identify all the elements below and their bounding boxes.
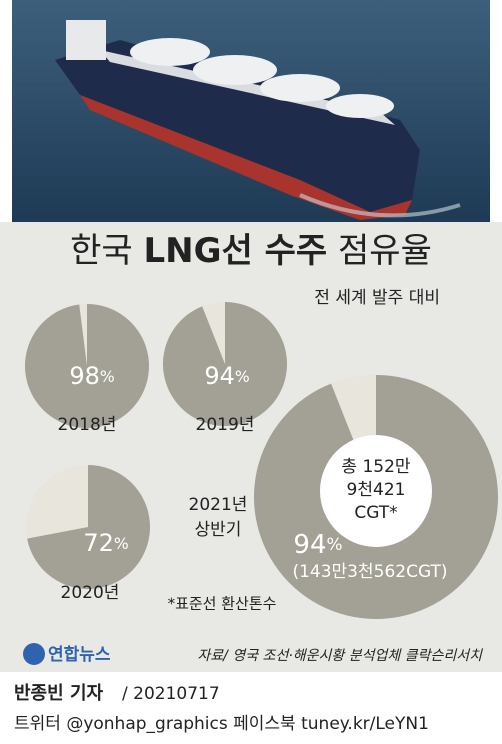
pie-label: 2018년 bbox=[58, 415, 117, 435]
footnote: *표준선 환산톤수 bbox=[168, 595, 277, 613]
logo: 연합뉴스 bbox=[48, 644, 111, 665]
ship-photo bbox=[12, 0, 490, 222]
charts: 98% 2018년 94% 2019년 72% 2020년 총 152만 9천421 CGT* 9… bbox=[24, 302, 498, 619]
pie-label: 상반기 bbox=[195, 520, 242, 540]
center-label: 9천421 bbox=[347, 480, 406, 500]
value-label: 94% bbox=[293, 530, 342, 560]
detail-label: (143만3천562CGT) bbox=[292, 562, 447, 582]
subtitle: 전 세계 발주 대비 bbox=[314, 288, 440, 308]
logo-icon bbox=[23, 643, 45, 665]
center-circle bbox=[320, 435, 432, 547]
pie-slice bbox=[24, 304, 149, 429]
center-label: 총 152만 bbox=[341, 457, 410, 477]
pie-slice bbox=[27, 465, 150, 590]
source: 자료/ 영국 조선·해운시황 분석업체 클락슨리서치 bbox=[197, 648, 483, 664]
pie-slice bbox=[163, 302, 288, 426]
value-label: 98% bbox=[69, 362, 114, 390]
center-label: CGT* bbox=[354, 503, 397, 523]
value-label: 72% bbox=[83, 529, 128, 557]
pie-label: 2021년 bbox=[189, 495, 248, 515]
reporter: 반종빈 기자 bbox=[14, 683, 104, 704]
pie-label: 2020년 bbox=[61, 583, 120, 603]
value-label: 94% bbox=[204, 362, 249, 390]
pie-label: 2019년 bbox=[196, 415, 255, 435]
social: 트위터 @yonhap_graphics 페이스북 tuney.kr/LeYN1 bbox=[14, 714, 429, 734]
title: 한국 LNG선 수주 점유율 bbox=[70, 231, 432, 271]
date: / 20210717 bbox=[122, 684, 220, 704]
